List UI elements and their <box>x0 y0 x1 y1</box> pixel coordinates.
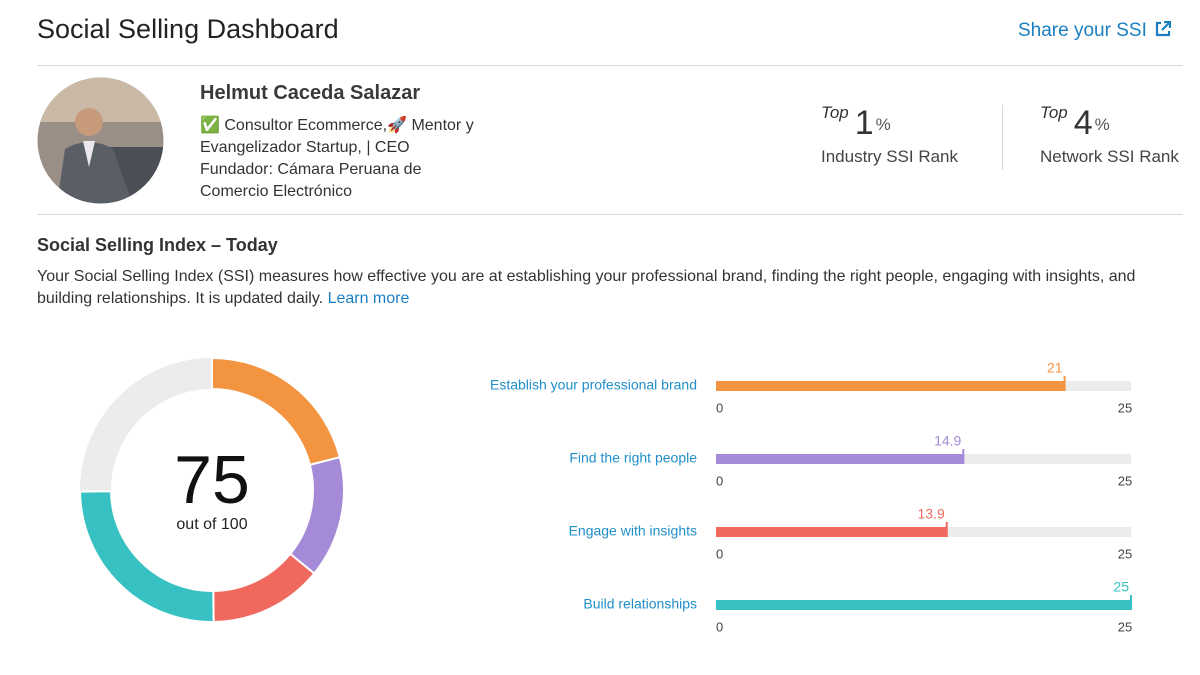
x-tick-label: 25 <box>1118 546 1132 561</box>
value-label: 14.9 <box>934 433 961 449</box>
x-tick-label: 25 <box>1118 473 1132 488</box>
headline-line: ✅ Consultor Ecommerce,🚀 Mentor y <box>200 117 474 134</box>
x-tick-label: 25 <box>1118 619 1132 634</box>
rank-prefix: Top <box>1040 103 1068 122</box>
donut-segment <box>288 455 345 575</box>
bar-track <box>716 600 1131 610</box>
value-label: 25 <box>1113 579 1129 595</box>
rank-unit: % <box>875 115 891 134</box>
bar-track <box>716 381 1131 391</box>
headline: ✅ Consultor Ecommerce,🚀 Mentor y Evangeli… <box>200 115 474 203</box>
share-text[interactable]: Share your SSI <box>1018 20 1147 41</box>
description-text: Your Social Selling Index (SSI) measures… <box>37 268 1136 307</box>
value-label: 13.9 <box>917 506 944 522</box>
score-caption: out of 100 <box>176 516 247 533</box>
bar <box>716 454 964 464</box>
bar <box>716 381 1065 391</box>
rank-label: Network SSI Rank <box>1040 147 1179 166</box>
x-tick-label: 0 <box>716 473 723 488</box>
rank-value-line: Top 1% <box>821 103 958 145</box>
x-tick-label: 0 <box>716 619 723 634</box>
headline-line: Comercio Electrónico <box>200 183 353 200</box>
page-title: Social Selling Dashboard <box>37 14 339 44</box>
rank: Top 4% Network SSI Rank <box>1040 103 1179 167</box>
score-caption-text: out of <box>176 516 217 533</box>
share-link[interactable]: Share your SSI <box>1018 20 1172 42</box>
description: Your Social Selling Index (SSI) measures… <box>37 266 1162 310</box>
bar <box>716 527 947 537</box>
donut-segment <box>212 552 316 624</box>
bar-label: Establish your professional brand <box>490 377 697 393</box>
headline-line: Evangelizador Startup, | CEO <box>200 139 410 156</box>
headline-line: Fundador: Cámara Peruana de <box>200 161 422 178</box>
rank-value: 4 <box>1073 104 1093 142</box>
rank-label: Industry SSI Rank <box>821 147 959 166</box>
x-tick-label: 0 <box>716 546 723 561</box>
score-max: 100 <box>221 516 248 533</box>
rank-unit: % <box>1094 115 1110 134</box>
rank-value-line: Top 4% <box>1040 103 1179 145</box>
x-tick-label: 25 <box>1118 400 1132 415</box>
donut-track <box>80 358 344 622</box>
profile-name: Helmut Caceda Salazar <box>200 82 421 104</box>
external-icon <box>1156 20 1172 37</box>
rank-prefix: Top <box>821 103 849 122</box>
bar-track <box>716 454 1131 464</box>
rank-divider <box>1002 105 1003 170</box>
avatar <box>37 77 164 204</box>
x-tick-label: 0 <box>716 400 723 415</box>
divider <box>37 65 1183 66</box>
value-label: 21 <box>1047 360 1063 376</box>
donut-segment <box>78 490 215 623</box>
bar-track <box>716 527 1131 537</box>
score: 75 <box>174 442 250 518</box>
bar-label: Engage with insights <box>569 523 697 539</box>
bar <box>716 600 1131 610</box>
divider <box>37 214 1183 215</box>
rank-value: 1 <box>854 104 874 142</box>
rank: Top 1% Industry SSI Rank <box>821 103 958 167</box>
learn-more[interactable]: Learn more <box>327 290 410 307</box>
bar-label: Find the right people <box>569 450 697 466</box>
donut-segment <box>211 356 342 467</box>
section-title: Social Selling Index – Today <box>37 235 278 255</box>
bar-label: Build relationships <box>583 596 697 612</box>
